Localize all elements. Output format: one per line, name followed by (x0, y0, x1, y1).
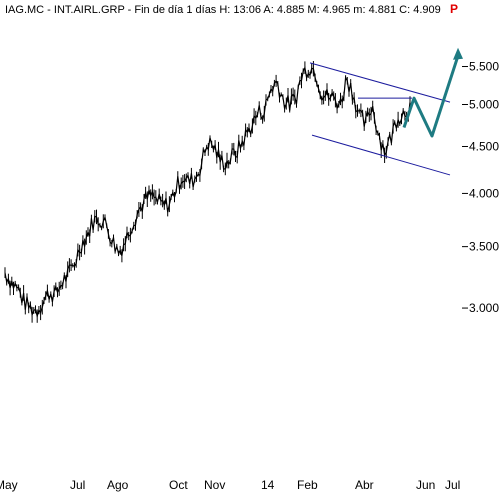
y-tick-label: 4.000 (469, 186, 499, 200)
projection-arrowhead (453, 47, 463, 60)
x-tick-label: 14 (261, 478, 275, 492)
y-tick-label: 5.000 (469, 98, 499, 112)
channel-lower-line (311, 134, 451, 176)
x-tick-label: Jul (445, 478, 460, 492)
chart-title: IAG.MC - INT.AIRL.GRP - Fin de día 1 día… (5, 4, 441, 16)
price-series (4, 61, 411, 323)
chart-annotations (309, 47, 463, 176)
y-tick-label: 5.500 (469, 60, 499, 74)
x-tick-label: Jun (416, 478, 435, 492)
x-tick-label: Jul (70, 478, 85, 492)
channel-upper-line (309, 62, 451, 103)
y-tick-label: 4.500 (469, 139, 499, 153)
x-tick-label: May (0, 478, 18, 492)
x-tick-label: Nov (204, 478, 225, 492)
y-tick-label: 3.500 (469, 240, 499, 254)
x-axis: May Jul Ago Oct Nov 14 Feb Abr Jun Jul (0, 478, 460, 492)
header-flag: P (450, 2, 458, 16)
x-tick-label: Ago (107, 478, 129, 492)
x-tick-label: Abr (355, 478, 374, 492)
x-tick-label: Oct (169, 478, 188, 492)
x-tick-label: Feb (297, 478, 318, 492)
y-axis: 3.000 3.500 4.000 4.500 5.000 5.500 (462, 60, 499, 315)
projection-path (402, 55, 460, 138)
y-tick-label: 3.000 (469, 301, 499, 315)
price-line (4, 65, 411, 319)
